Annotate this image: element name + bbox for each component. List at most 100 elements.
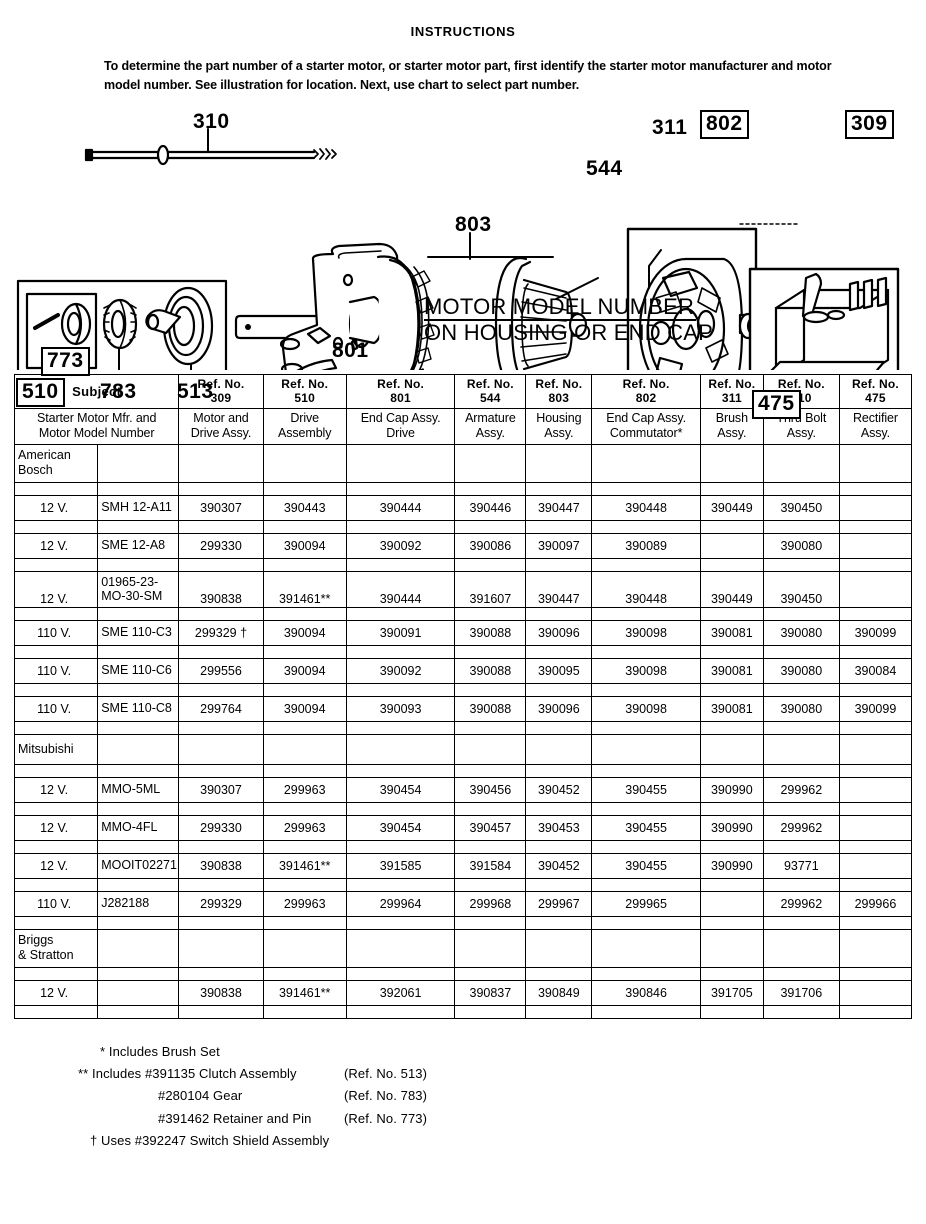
table-row[interactable]: 12 V. SMH 12-A11 390307 390443 390444 390446 3…: [13, 494, 913, 521]
cell-part-475: 390084: [838, 657, 913, 684]
cell-part-311: 391705: [699, 979, 764, 1006]
cell-part-544: 390088: [454, 657, 527, 684]
chart-spacer-cell: [262, 720, 347, 735]
cell-part-310: 390450: [762, 570, 840, 608]
cell-part-803: 390452: [525, 852, 593, 879]
chart-empty-cell: [699, 733, 764, 765]
chart-spacer-cell: [838, 1004, 913, 1019]
chart-spacer-cell: [699, 801, 764, 816]
col-desc-801: End Cap Assy. Drive: [345, 407, 456, 445]
cell-part-803: 299967: [525, 890, 593, 917]
cell-model-number: 01965-23- MO-30-SM: [97, 570, 180, 608]
chart-empty-cell: [454, 443, 527, 483]
chart-manufacturer-row: Mitsubishi: [13, 733, 913, 765]
cell-voltage: 12 V.: [13, 532, 99, 559]
cell-part-510: 390094: [262, 657, 347, 684]
table-row[interactable]: 12 V. SME 12-A8 299330 390094 390092 390086 39…: [13, 532, 913, 559]
chart-spacer-cell: [591, 839, 701, 854]
cell-part-309: 299330: [178, 814, 264, 841]
table-row[interactable]: 12 V. 390838 391461** 392061 390837 390849 390…: [13, 979, 913, 1006]
chart-spacer-cell: [262, 519, 347, 534]
chart-spacer-cell: [525, 557, 593, 572]
chart-manufacturer-row: American Bosch: [13, 443, 913, 483]
cell-part-510: 299963: [262, 890, 347, 917]
cell-part-803: 390453: [525, 814, 593, 841]
diagram-artwork: [16, 127, 900, 370]
table-row[interactable]: 12 V. 01965-23- MO-30-SM 390838 391461** 3904…: [13, 570, 913, 608]
cell-voltage: 110 V.: [13, 657, 99, 684]
cell-voltage: 12 V.: [13, 814, 99, 841]
chart-spacer-cell: [178, 644, 264, 659]
chart-empty-cell: [525, 733, 593, 765]
chart-spacer-cell: [699, 481, 764, 496]
table-row[interactable]: 110 V. J282188 299329 299963 299964 299968 299…: [13, 890, 913, 917]
footnote-3: #280104 Gear (Ref. No. 783): [158, 1088, 428, 1104]
chart-empty-cell: [762, 443, 840, 483]
cell-part-544: 390088: [454, 695, 527, 722]
chart-spacer-cell: [525, 1004, 593, 1019]
chart-empty-cell: [345, 733, 456, 765]
cell-part-803: 390095: [525, 657, 593, 684]
cell-model-number: SME 110-C3: [97, 619, 180, 646]
chart-spacer-cell: [699, 682, 764, 697]
cell-part-803: 390849: [525, 979, 593, 1006]
chart-spacer-cell: [13, 557, 99, 572]
footnote-2: ** Includes #391135 Clutch Assembly (Ref.…: [78, 1066, 428, 1082]
chart-spacer-cell: [454, 557, 527, 572]
chart-spacer-cell: [345, 557, 456, 572]
cell-part-310: 93771: [762, 852, 840, 879]
parts-chart: Subject Ref. No. 309 Ref. No. 510 Ref. No.…: [13, 373, 913, 1019]
chart-spacer-cell: [345, 519, 456, 534]
chart-spacer-cell: [345, 644, 456, 659]
chart-spacer-cell: [838, 801, 913, 816]
cell-part-510: 299963: [262, 776, 347, 803]
chart-empty-cell: [262, 733, 347, 765]
table-row[interactable]: 110 V. SME 110-C6 299556 390094 390092 390088…: [13, 657, 913, 684]
chart-empty-cell: [699, 928, 764, 968]
chart-spacer-cell: [97, 1004, 180, 1019]
table-row[interactable]: 110 V. SME 110-C8 299764 390094 390093 390088…: [13, 695, 913, 722]
chart-spacer-row: [13, 606, 913, 621]
col-desc-475: Rectifier Assy.: [838, 407, 913, 445]
cell-part-544: 390837: [454, 979, 527, 1006]
chart-spacer-cell: [97, 557, 180, 572]
chart-spacer-cell: [454, 481, 527, 496]
chart-spacer-cell: [178, 839, 264, 854]
footnotes: * Includes Brush Set ** Includes #391135…: [0, 1041, 926, 1153]
cell-part-310: 390080: [762, 619, 840, 646]
chart-spacer-cell: [525, 763, 593, 778]
callout-544: 544: [586, 156, 623, 180]
chart-spacer-cell: [762, 763, 840, 778]
table-row[interactable]: 12 V. MOOIT02271 390838 391461** 391585 39158…: [13, 852, 913, 879]
chart-spacer-row: [13, 915, 913, 930]
chart-empty-cell: [525, 928, 593, 968]
chart-spacer-cell: [591, 801, 701, 816]
table-row[interactable]: 12 V. MMO-4FL 299330 299963 390454 390457 3904…: [13, 814, 913, 841]
chart-spacer-cell: [345, 801, 456, 816]
chart-spacer-cell: [13, 966, 99, 981]
chart-spacer-cell: [838, 481, 913, 496]
chart-spacer-cell: [762, 557, 840, 572]
chart-spacer-cell: [699, 763, 764, 778]
col-header-309: Ref. No. 309: [178, 373, 264, 409]
chart-spacer-cell: [97, 801, 180, 816]
chart-spacer-cell: [345, 763, 456, 778]
cell-part-801: 391585: [345, 852, 456, 879]
chart-spacer-cell: [345, 915, 456, 930]
cell-part-802: 390098: [591, 657, 701, 684]
callout-773: 773: [41, 346, 90, 376]
chart-spacer-cell: [262, 915, 347, 930]
table-row[interactable]: 110 V. SME 110-C3 299329 † 390094 390091 3900…: [13, 619, 913, 646]
chart-empty-cell: [699, 443, 764, 483]
chart-spacer-cell: [762, 839, 840, 854]
chart-spacer-cell: [13, 720, 99, 735]
chart-spacer-cell: [97, 763, 180, 778]
chart-spacer-cell: [262, 606, 347, 621]
table-row[interactable]: 12 V. MMO-5ML 390307 299963 390454 390456 3904…: [13, 776, 913, 803]
col-header-803: Ref. No. 803: [525, 373, 593, 409]
col-header-475: Ref. No. 475: [838, 373, 913, 409]
chart-spacer-cell: [262, 839, 347, 854]
chart-spacer-row: [13, 1004, 913, 1019]
chart-spacer-cell: [13, 763, 99, 778]
chart-spacer-cell: [762, 606, 840, 621]
